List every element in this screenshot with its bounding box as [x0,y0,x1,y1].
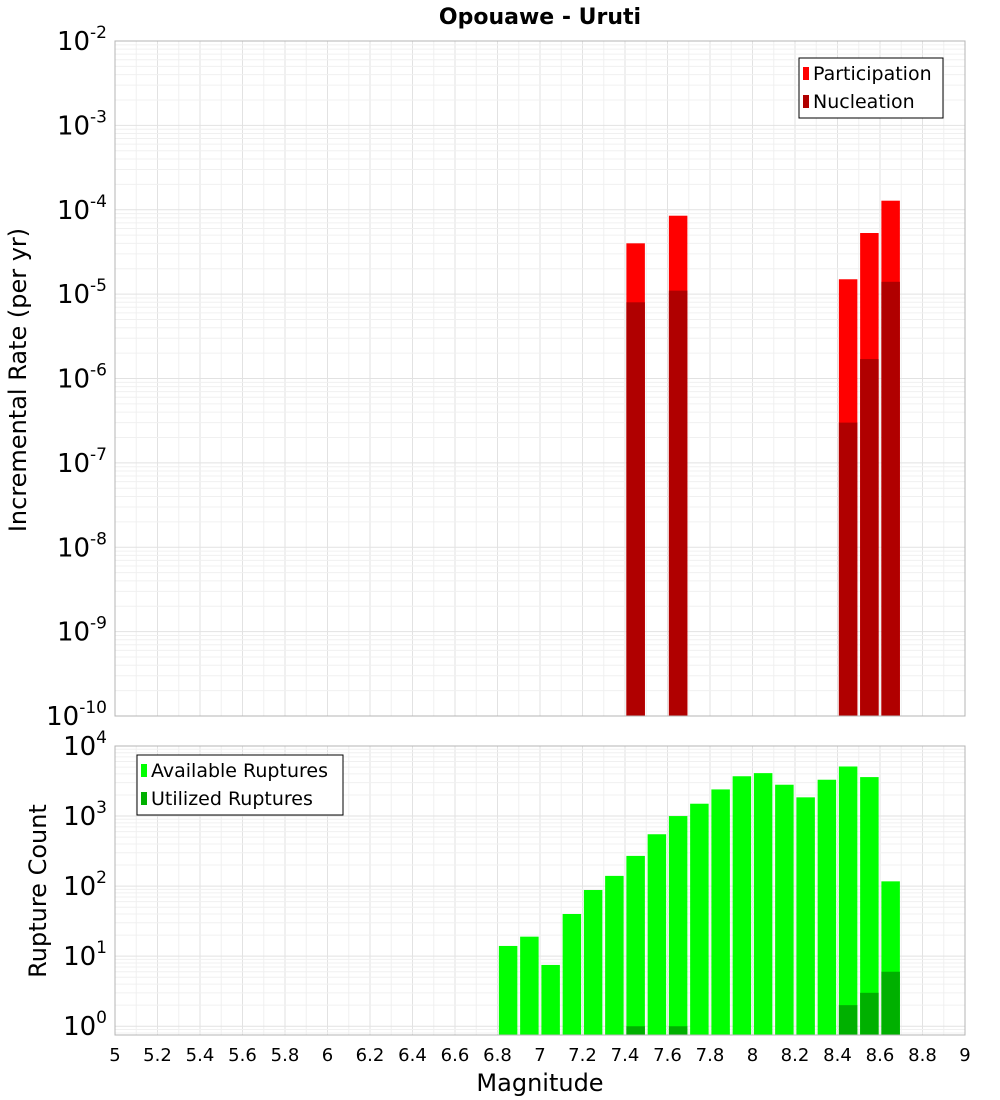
x-tick-label: 8 [747,1045,758,1066]
nucleation-bar [881,281,900,716]
x-tick-label: 7.8 [696,1045,725,1066]
count-panel: 100 101 102 103 104 Rupture Count Available … [24,728,966,1042]
rate-legend: Participation Nucleation [798,57,944,119]
legend-swatch-utilized [141,792,147,805]
rate-y-tick-label: 10-5 [57,276,107,310]
nucleation-bar [626,302,645,716]
available-ruptures-bar [668,816,688,1035]
rate-y-tick-label: 10-8 [57,529,107,563]
rate-y-tick-label: 10-7 [57,445,107,479]
count-legend-box [136,754,344,816]
available-ruptures-bar [817,779,837,1035]
x-tick-label: 5.4 [186,1045,215,1066]
available-ruptures-bar [860,777,879,1035]
chart-title: Opouawe - Uruti [439,5,641,30]
legend-swatch-available [141,764,147,777]
x-tick-label: 5 [109,1045,120,1066]
available-ruptures-bar [838,766,858,1035]
nucleation-bar [668,290,688,716]
nucleation-bar [860,359,879,716]
available-ruptures-bar [732,776,752,1035]
rate-panel-frame [114,40,966,717]
available-ruptures-bar [520,936,539,1035]
available-ruptures-bar [626,855,645,1035]
available-ruptures-bar [498,945,518,1035]
x-tick-label: 7 [534,1045,545,1066]
x-tick-labels: 5 5.2 5.4 5.6 5.8 6 6.2 6.4 6.6 6.8 7 7.2 7.4 7.6 7.8 8… [109,1045,970,1066]
x-tick-label: 6.6 [441,1045,470,1066]
utilized-ruptures-bar [860,992,879,1035]
legend-label-participation: Participation [813,63,932,85]
x-tick-label: 5.2 [143,1045,172,1066]
utilized-ruptures-bar [668,1026,688,1035]
x-tick-label: 6 [322,1045,333,1066]
available-ruptures-bar [753,773,773,1035]
count-legend: Available Ruptures Utilized Ruptures [136,754,344,816]
x-tick-label: 6.2 [356,1045,385,1066]
rate-panel-grid [114,41,966,717]
rate-y-tick-label: 10-4 [57,192,107,226]
x-tick-label: 5.6 [228,1045,257,1066]
x-tick-label: 7.6 [653,1045,682,1066]
utilized-ruptures-bar [626,1026,645,1035]
x-tick-label: 7.4 [611,1045,640,1066]
count-panel-grid [114,746,966,1035]
available-ruptures-bar [541,964,560,1035]
x-tick-label: 8.6 [866,1045,895,1066]
count-y-tick-label: 101 [63,938,107,972]
rate-y-tick-label: 10-3 [57,107,107,141]
rate-y-tick-label: 10-9 [57,614,107,648]
legend-swatch-nucleation [803,95,809,108]
utilized-ruptures-bar [881,971,900,1035]
count-panel-frame [114,745,966,1036]
count-y-tick-label: 100 [63,1008,107,1042]
available-ruptures-bar [711,789,730,1035]
count-panel-bars [498,766,900,1035]
count-y-tick-labels: 100 101 102 103 104 [63,728,107,1042]
count-y-tick-label: 102 [63,868,107,902]
x-tick-label: 7.2 [568,1045,597,1066]
available-ruptures-bar [562,914,582,1035]
rate-panel-bars [626,200,900,716]
utilized-ruptures-bar [838,1005,858,1035]
legend-label-available: Available Ruptures [151,760,328,782]
count-y-tick-label: 103 [63,798,107,832]
available-ruptures-bar [690,803,709,1035]
legend-label-nucleation: Nucleation [813,91,915,113]
available-ruptures-bar [775,784,794,1035]
x-tick-label: 5.8 [271,1045,300,1066]
x-tick-label: 8.4 [823,1045,852,1066]
legend-label-utilized: Utilized Ruptures [151,788,313,810]
available-ruptures-bar [605,875,624,1035]
x-tick-label: 8.8 [908,1045,937,1066]
legend-swatch-participation [803,67,809,80]
nucleation-bar [838,422,858,716]
count-y-axis-title: Rupture Count [24,804,52,978]
rate-y-tick-labels: 10-10 10-9 10-8 10-7 10-6 10-5 10-4 10-3 10-2 [46,23,107,732]
x-axis-title: Magnitude [476,1069,603,1097]
rate-y-axis-title: Incremental Rate (per yr) [4,228,32,532]
available-ruptures-bar [583,890,603,1035]
x-tick-label: 9 [959,1045,970,1066]
count-y-tick-label: 104 [63,728,107,762]
x-tick-label: 6.8 [483,1045,512,1066]
x-tick-label: 6.4 [398,1045,427,1066]
x-tick-label: 8.2 [781,1045,810,1066]
rate-y-tick-label: 10-6 [57,361,107,395]
available-ruptures-bar [796,797,815,1035]
available-ruptures-bar [647,834,667,1035]
rate-panel: 10-10 10-9 10-8 10-7 10-6 10-5 10-4 10-3 10-2 In… [4,23,966,732]
rate-y-tick-label: 10-2 [57,23,107,57]
rate-legend-box [798,57,944,119]
rate-y-tick-label: 10-10 [46,698,107,732]
